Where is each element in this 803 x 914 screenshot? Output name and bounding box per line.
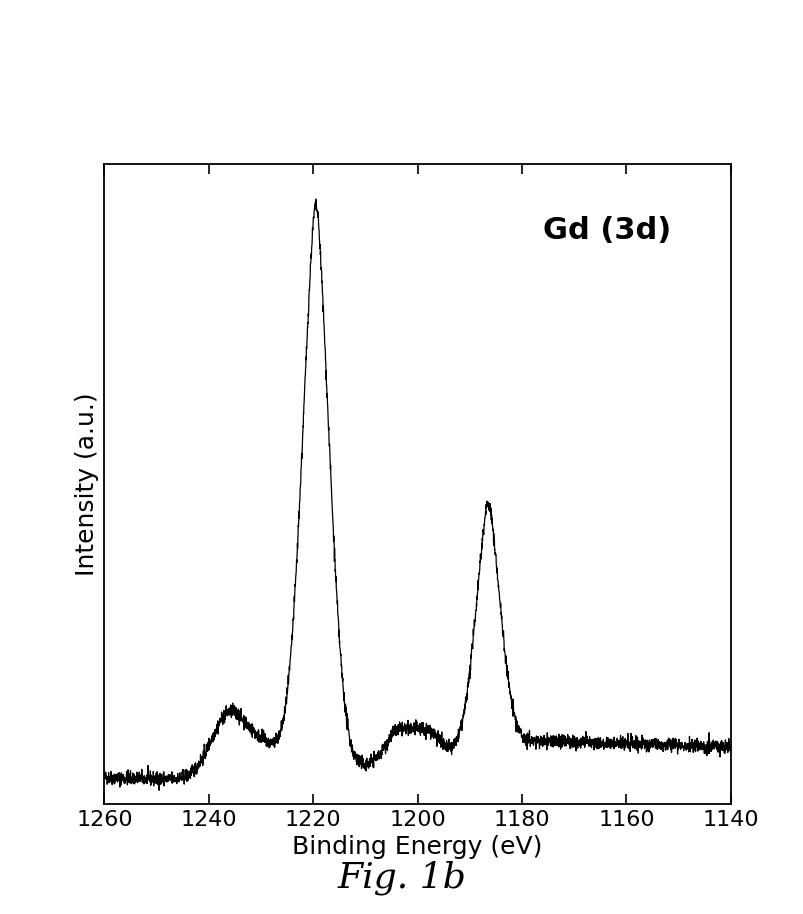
Text: Gd (3d): Gd (3d): [543, 216, 671, 245]
Text: Fig. 1b: Fig. 1b: [337, 860, 466, 895]
X-axis label: Binding Energy (eV): Binding Energy (eV): [292, 834, 543, 859]
Y-axis label: Intensity (a.u.): Intensity (a.u.): [75, 393, 99, 576]
